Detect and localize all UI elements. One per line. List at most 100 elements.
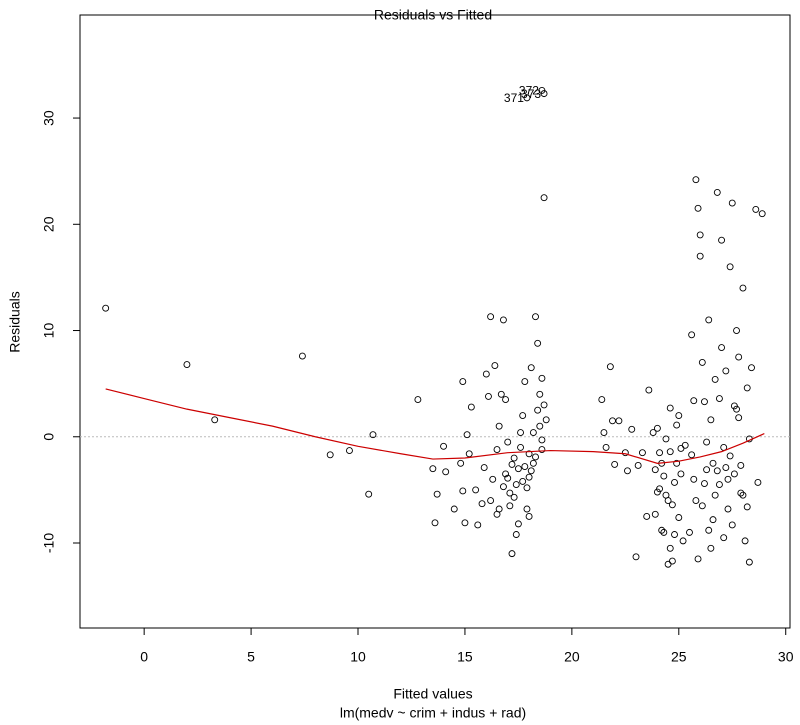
point [527, 467, 535, 475]
point [735, 414, 743, 422]
point [733, 327, 740, 334]
point [703, 466, 711, 474]
point [536, 422, 544, 430]
point [726, 452, 734, 460]
point [718, 236, 726, 244]
point [523, 484, 531, 492]
point [433, 490, 441, 498]
point [709, 516, 717, 524]
point [705, 526, 713, 534]
point [485, 392, 492, 400]
point [707, 544, 715, 552]
point [694, 204, 702, 212]
point [752, 205, 760, 213]
point [615, 417, 623, 425]
y-tick-label: 20 [41, 216, 57, 232]
point [365, 490, 373, 498]
point [525, 512, 533, 520]
point [369, 431, 377, 439]
point [728, 199, 736, 207]
point [715, 481, 723, 489]
x-tick-label: 30 [778, 649, 794, 665]
point [487, 313, 495, 321]
point [183, 361, 191, 368]
point [745, 558, 753, 566]
point [450, 505, 458, 513]
point [508, 550, 516, 558]
point [705, 316, 713, 324]
point [690, 397, 698, 405]
point [472, 486, 480, 494]
point [658, 526, 666, 534]
plot-box [79, 14, 791, 629]
point [527, 364, 535, 372]
point [673, 421, 681, 429]
point [666, 404, 674, 412]
point [713, 188, 721, 196]
point [694, 555, 702, 563]
point [675, 412, 683, 419]
point [532, 313, 539, 321]
point [698, 502, 706, 510]
point [534, 339, 542, 347]
point [737, 489, 745, 497]
x-tick-label: 10 [350, 649, 366, 665]
point [718, 344, 726, 351]
point [724, 475, 732, 483]
point [506, 489, 514, 497]
y-axis-label: Residuals [7, 291, 23, 352]
point [478, 500, 486, 508]
point [724, 505, 732, 513]
point [758, 210, 766, 218]
point [671, 479, 678, 486]
point [459, 378, 467, 385]
x-tick-label: 20 [564, 649, 580, 665]
point [431, 519, 439, 527]
point [638, 449, 646, 457]
chart-title: Residuals vs Fitted [374, 7, 492, 23]
point [737, 462, 745, 469]
point [502, 470, 510, 478]
point [662, 435, 670, 443]
point [722, 367, 730, 375]
point [497, 390, 505, 398]
point [688, 331, 696, 339]
point [730, 402, 738, 410]
point [711, 375, 719, 383]
point [748, 364, 755, 372]
point [508, 460, 516, 468]
point [461, 519, 469, 527]
point [653, 424, 661, 432]
point [514, 465, 522, 473]
point [673, 459, 681, 467]
point [459, 487, 467, 495]
point [499, 316, 507, 324]
point [709, 459, 717, 467]
point [517, 429, 524, 436]
point [666, 544, 674, 552]
point [525, 450, 533, 458]
point [686, 528, 693, 536]
point [598, 396, 606, 404]
point [692, 176, 700, 184]
point [538, 374, 546, 382]
point [707, 416, 715, 424]
point [662, 491, 670, 499]
point [489, 475, 497, 483]
point [688, 451, 696, 459]
point [668, 557, 676, 565]
point [467, 403, 475, 411]
point [523, 94, 531, 102]
point [720, 534, 728, 542]
point [645, 386, 653, 394]
point [102, 304, 110, 312]
point [711, 491, 719, 499]
point [493, 446, 501, 453]
point [510, 454, 518, 462]
point [346, 447, 353, 455]
point [298, 352, 306, 360]
point [529, 459, 537, 467]
point [529, 429, 537, 436]
point [660, 528, 668, 536]
